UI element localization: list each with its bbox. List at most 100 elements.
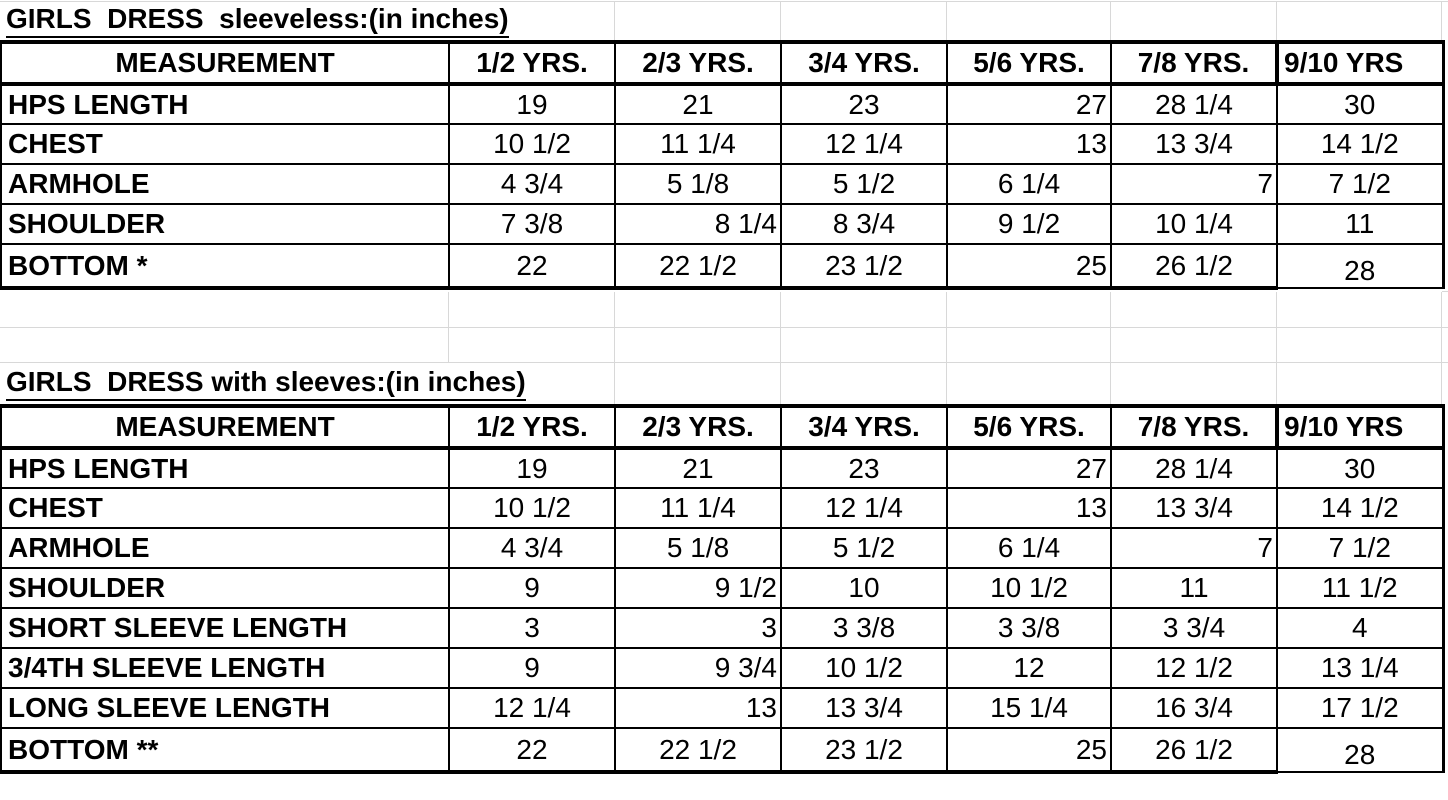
header-cell[interactable]: 2/3 YRS.: [614, 404, 781, 450]
value-cell[interactable]: 6 1/4: [946, 528, 1111, 569]
value-cell[interactable]: 7: [1110, 164, 1277, 205]
value-cell[interactable]: 28: [1276, 728, 1443, 773]
value-cell[interactable]: 10 1/2: [780, 648, 947, 689]
value-cell[interactable]: 11 1/4: [614, 124, 781, 165]
value-cell[interactable]: 23: [780, 84, 947, 125]
value-cell[interactable]: 28 1/4: [1110, 448, 1277, 489]
value-cell[interactable]: 13 3/4: [1110, 488, 1277, 529]
header-cell[interactable]: 1/2 YRS.: [448, 40, 615, 86]
header-cell[interactable]: 3/4 YRS.: [780, 40, 947, 86]
header-cell[interactable]: 2/3 YRS.: [614, 40, 781, 86]
value-cell[interactable]: 9 1/2: [946, 204, 1111, 245]
value-cell[interactable]: 17 1/2: [1276, 688, 1443, 729]
row-label-cell[interactable]: CHEST: [1, 124, 449, 165]
header-cell[interactable]: MEASUREMENT: [1, 404, 449, 450]
value-cell[interactable]: 25: [946, 244, 1111, 290]
value-cell[interactable]: 13 1/4: [1276, 648, 1443, 689]
header-cell[interactable]: 9/10 YRS: [1275, 404, 1443, 450]
value-cell[interactable]: 14 1/2: [1276, 124, 1443, 165]
value-cell[interactable]: 3: [614, 608, 781, 649]
header-cell[interactable]: MEASUREMENT: [1, 40, 449, 86]
value-cell[interactable]: 10: [780, 568, 947, 609]
value-cell[interactable]: 11: [1110, 568, 1277, 609]
row-label-cell[interactable]: BOTTOM *: [1, 244, 449, 290]
value-cell[interactable]: 11 1/4: [614, 488, 781, 529]
value-cell[interactable]: 22 1/2: [614, 728, 781, 774]
table-title[interactable]: GIRLS DRESS with sleeves:(in inches): [6, 366, 526, 401]
row-label-cell[interactable]: HPS LENGTH: [1, 84, 449, 125]
value-cell[interactable]: 3 3/4: [1110, 608, 1277, 649]
value-cell[interactable]: 4: [1276, 608, 1443, 649]
header-cell[interactable]: 5/6 YRS.: [946, 404, 1111, 450]
value-cell[interactable]: 22 1/2: [614, 244, 781, 290]
value-cell[interactable]: 7 1/2: [1276, 528, 1443, 569]
value-cell[interactable]: 5 1/8: [614, 164, 781, 205]
value-cell[interactable]: 11: [1276, 204, 1443, 245]
value-cell[interactable]: 12 1/2: [1110, 648, 1277, 689]
header-cell[interactable]: 3/4 YRS.: [780, 404, 947, 450]
value-cell[interactable]: 9: [448, 648, 615, 689]
value-cell[interactable]: 7 1/2: [1276, 164, 1443, 205]
row-label-cell[interactable]: BOTTOM **: [1, 728, 449, 774]
value-cell[interactable]: 22: [448, 728, 615, 774]
value-cell[interactable]: 19: [448, 84, 615, 125]
row-label-cell[interactable]: ARMHOLE: [1, 164, 449, 205]
value-cell[interactable]: 9 3/4: [614, 648, 781, 689]
value-cell[interactable]: 5 1/8: [614, 528, 781, 569]
value-cell[interactable]: 3 3/8: [946, 608, 1111, 649]
header-cell[interactable]: 7/8 YRS.: [1110, 40, 1277, 86]
header-cell[interactable]: 1/2 YRS.: [448, 404, 615, 450]
value-cell[interactable]: 28: [1276, 244, 1443, 289]
value-cell[interactable]: 7: [1110, 528, 1277, 569]
header-cell[interactable]: 5/6 YRS.: [946, 40, 1111, 86]
row-label-cell[interactable]: 3/4TH SLEEVE LENGTH: [1, 648, 449, 689]
value-cell[interactable]: 5 1/2: [780, 164, 947, 205]
value-cell[interactable]: 9 1/2: [614, 568, 781, 609]
value-cell[interactable]: 22: [448, 244, 615, 290]
row-label-cell[interactable]: ARMHOLE: [1, 528, 449, 569]
value-cell[interactable]: 27: [946, 448, 1111, 489]
value-cell[interactable]: 6 1/4: [946, 164, 1111, 205]
value-cell[interactable]: 15 1/4: [946, 688, 1111, 729]
row-label-cell[interactable]: SHOULDER: [1, 568, 449, 609]
table-title[interactable]: GIRLS DRESS sleeveless:(in inches): [6, 3, 509, 38]
value-cell[interactable]: 9: [448, 568, 615, 609]
value-cell[interactable]: 4 3/4: [448, 164, 615, 205]
value-cell[interactable]: 30: [1276, 448, 1443, 489]
row-label-cell[interactable]: CHEST: [1, 488, 449, 529]
value-cell[interactable]: 12: [946, 648, 1111, 689]
value-cell[interactable]: 28 1/4: [1110, 84, 1277, 125]
value-cell[interactable]: 14 1/2: [1276, 488, 1443, 529]
value-cell[interactable]: 12 1/4: [780, 488, 947, 529]
value-cell[interactable]: 4 3/4: [448, 528, 615, 569]
value-cell[interactable]: 12 1/4: [448, 688, 615, 729]
value-cell[interactable]: 16 3/4: [1110, 688, 1277, 729]
value-cell[interactable]: 5 1/2: [780, 528, 947, 569]
value-cell[interactable]: 19: [448, 448, 615, 489]
value-cell[interactable]: 8 1/4: [614, 204, 781, 245]
value-cell[interactable]: 7 3/8: [448, 204, 615, 245]
value-cell[interactable]: 23 1/2: [780, 244, 947, 290]
value-cell[interactable]: 10 1/2: [448, 488, 615, 529]
value-cell[interactable]: 3: [448, 608, 615, 649]
value-cell[interactable]: 13: [946, 488, 1111, 529]
value-cell[interactable]: 8 3/4: [780, 204, 947, 245]
value-cell[interactable]: 13 3/4: [1110, 124, 1277, 165]
row-label-cell[interactable]: SHORT SLEEVE LENGTH: [1, 608, 449, 649]
value-cell[interactable]: 13 3/4: [780, 688, 947, 729]
value-cell[interactable]: 12 1/4: [780, 124, 947, 165]
value-cell[interactable]: 13: [614, 688, 781, 729]
value-cell[interactable]: 11 1/2: [1276, 568, 1443, 609]
value-cell[interactable]: 10 1/2: [448, 124, 615, 165]
value-cell[interactable]: 23: [780, 448, 947, 489]
value-cell[interactable]: 13: [946, 124, 1111, 165]
value-cell[interactable]: 21: [614, 84, 781, 125]
value-cell[interactable]: 10 1/2: [946, 568, 1111, 609]
header-cell[interactable]: 7/8 YRS.: [1110, 404, 1277, 450]
value-cell[interactable]: 21: [614, 448, 781, 489]
value-cell[interactable]: 26 1/2: [1110, 728, 1277, 774]
header-cell[interactable]: 9/10 YRS: [1275, 40, 1443, 86]
value-cell[interactable]: 10 1/4: [1110, 204, 1277, 245]
row-label-cell[interactable]: LONG SLEEVE LENGTH: [1, 688, 449, 729]
value-cell[interactable]: 23 1/2: [780, 728, 947, 774]
